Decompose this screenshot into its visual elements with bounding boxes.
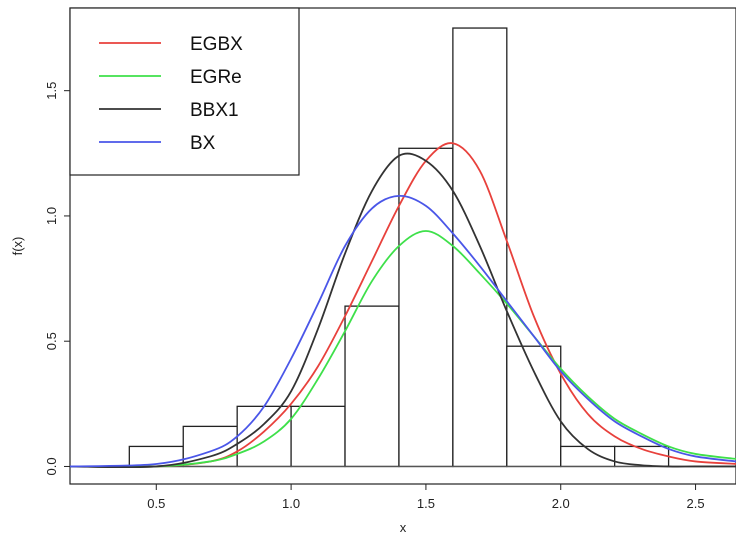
y-axis-title: f(x) xyxy=(10,237,25,256)
y-tick-label: 0.0 xyxy=(44,457,59,475)
y-axis: 0.0 0.5 1.0 1.5 xyxy=(44,82,70,476)
y-tick-label: 0.5 xyxy=(44,332,59,350)
y-tick-label: 1.5 xyxy=(44,82,59,100)
legend-label-bx: BX xyxy=(190,133,216,154)
legend: EGBX EGRe BBX1 BX xyxy=(70,8,299,175)
x-tick-label: 1.5 xyxy=(417,496,435,511)
x-axis: 0.5 1.0 1.5 2.0 2.5 xyxy=(147,484,704,511)
x-axis-title: x xyxy=(400,520,407,535)
legend-label-bbx1: BBX1 xyxy=(190,100,239,121)
x-tick-label: 2.5 xyxy=(687,496,705,511)
legend-box xyxy=(70,8,299,175)
x-tick-label: 1.0 xyxy=(282,496,300,511)
histogram-bar-3 xyxy=(237,406,291,466)
legend-label-egre: EGRe xyxy=(190,67,242,88)
y-tick-label: 1.0 xyxy=(44,207,59,225)
x-tick-label: 0.5 xyxy=(147,496,165,511)
histogram-bar-5 xyxy=(345,306,399,466)
legend-label-egbx: EGBX xyxy=(190,34,243,55)
histogram-bar-4 xyxy=(291,406,345,466)
x-tick-label: 2.0 xyxy=(552,496,570,511)
